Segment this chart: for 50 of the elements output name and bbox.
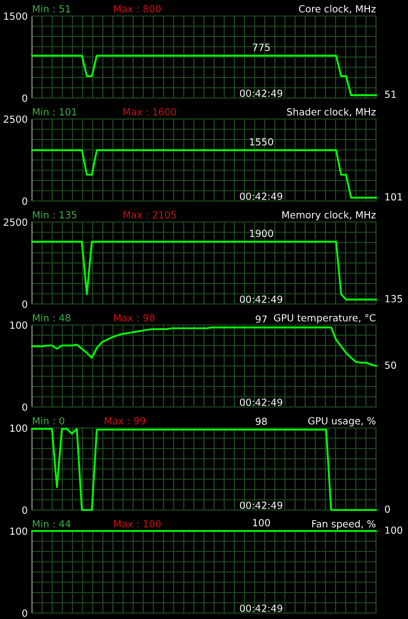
line-series	[31, 326, 377, 367]
y-tick-label: 0	[22, 403, 28, 411]
text: 97	[256, 315, 267, 323]
y-tick-label: 1500	[4, 12, 28, 20]
chart-title: Core clock, MHz	[299, 4, 376, 14]
text: 98	[256, 418, 267, 425]
text: 0	[384, 505, 390, 513]
annotation: 00:42:49	[240, 90, 282, 97]
chart-title: Shader clock, MHz	[287, 108, 376, 116]
chart-title: GPU usage, %	[308, 417, 376, 426]
y-tick-label: 0	[22, 197, 28, 205]
chart-title: Fan speed, %	[312, 520, 376, 530]
annotation: 1550	[250, 138, 274, 146]
text: 135	[385, 295, 402, 302]
chart-title: GPU temperature, °C	[274, 314, 376, 324]
line-series	[31, 428, 377, 511]
annotation: 00:42:49	[240, 398, 282, 406]
y-tick-label: 2500	[4, 218, 28, 226]
y-tick-label: 0	[22, 609, 28, 617]
text: Min : 135	[32, 210, 76, 218]
y-tick-label: 0	[22, 506, 28, 514]
text: Max : 100	[114, 520, 161, 528]
annotation: 00:42:49	[240, 296, 282, 303]
text: 50	[385, 361, 396, 369]
annotation: 00:42:49	[240, 502, 282, 509]
text: Min : 51	[32, 4, 70, 12]
text: 100	[253, 518, 270, 526]
text: 100	[385, 526, 402, 534]
y-tick-label: 0	[22, 300, 28, 308]
annotation: 1900	[250, 230, 274, 238]
y-tick-label: 100	[10, 424, 28, 432]
text: Max : 99	[104, 417, 146, 424]
text: Min : 48	[32, 314, 70, 322]
annotation: 00:42:49	[240, 604, 282, 612]
y-tick-label: 100	[10, 321, 28, 329]
text: Max : 2105	[123, 211, 176, 218]
chart-title: Memory clock, MHz	[282, 210, 376, 220]
text: Min : 0	[32, 416, 64, 424]
y-tick-label: 2500	[4, 115, 28, 123]
text: Min : 101	[32, 108, 76, 116]
text: Max : 1600	[123, 108, 176, 116]
text: 51	[385, 90, 396, 98]
text: Min : 44	[32, 520, 71, 528]
text: Max : 98	[114, 314, 154, 322]
text: Max : 800	[114, 5, 161, 12]
y-tick-label: 100	[10, 527, 28, 535]
y-tick-label: 0	[22, 94, 28, 102]
text: 101	[385, 193, 402, 201]
annotation: 775	[252, 44, 270, 51]
annotation: 00:42:49	[240, 192, 282, 200]
